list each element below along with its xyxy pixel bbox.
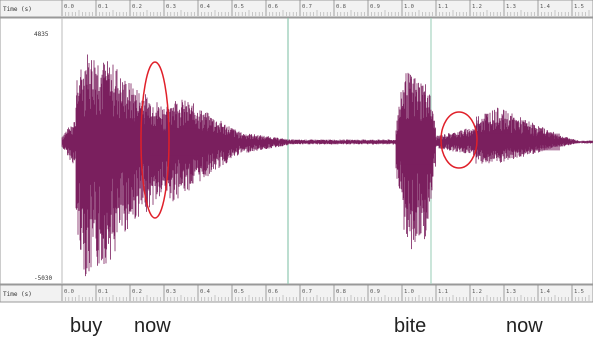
top-ruler-tick-label: 0.5: [234, 4, 244, 10]
bottom-ruler-tick-label: 0.0: [64, 289, 74, 295]
top-ruler-tick-label: 0.2: [132, 4, 142, 10]
top-ruler-tick-label: 0.1: [98, 4, 108, 10]
bottom-ruler-tick-label: 0.2: [132, 289, 142, 295]
bottom-ruler-tick-label: 0.9: [370, 289, 380, 295]
top-ruler-tick-label: 0.6: [268, 4, 278, 10]
bottom-ruler-tick-label: 1.3: [506, 289, 516, 295]
top-ruler-tick-label: 1.1: [438, 4, 448, 10]
bottom-ruler-tick-label: 0.3: [166, 289, 176, 295]
waveform-core-1: [78, 118, 150, 166]
bottom-ruler-tick-label: 1.2: [472, 289, 482, 295]
waveform-core-4: [476, 133, 560, 151]
bottom-ruler-tick-label: 0.1: [98, 289, 108, 295]
bottom-ruler-tick-label: 1.1: [438, 289, 448, 295]
top-ruler-ticks: 0.0 0.1 0.2 0.3 0.4 0.5 0.6 0.7 0.8 0.9 1.0 1.1 1.2 1…: [61, 0, 590, 16]
top-ruler-tick-label: 0.4: [200, 4, 211, 10]
top-ruler-tick-label: 0.8: [336, 4, 346, 10]
bottom-ruler-tick-label: 0.5: [234, 289, 244, 295]
top-ruler-tick-label: 1.3: [506, 4, 516, 10]
bottom-ruler-tick-label: 0.8: [336, 289, 346, 295]
amplitude-min-label: -5030: [34, 275, 52, 282]
annotation-ellipse-2: [440, 111, 478, 169]
bottom-ruler-caption: Time (s): [3, 291, 32, 298]
top-ruler-tick-label: 0.3: [166, 4, 176, 10]
bottom-ruler-tick-label: 0.7: [302, 289, 312, 295]
bottom-ruler-ticks: 0.0 0.1 0.2 0.3 0.4 0.5 0.6 0.7 0.8 0.9 1.0 1.1 1.2 1…: [61, 285, 590, 301]
top-ruler-tick-label: 1.4: [540, 4, 551, 10]
word-label-now-2: now: [506, 315, 543, 337]
word-label-buy: buy: [70, 315, 103, 337]
top-time-ruler: [0, 0, 593, 18]
top-ruler-tick-label: 1.5: [574, 4, 584, 10]
top-ruler-tick-label: 1.2: [472, 4, 482, 10]
bottom-ruler-tick-label: 0.4: [200, 289, 211, 295]
top-ruler-tick-label: 1.0: [404, 4, 414, 10]
bottom-ruler-tick-label: 1.4: [540, 289, 551, 295]
waveform-core-3: [398, 119, 432, 165]
annotation-ellipse-1: [140, 61, 170, 219]
bottom-time-ruler: [0, 284, 593, 303]
amplitude-max-label: 4835: [34, 31, 49, 38]
bottom-ruler-tick-label: 1.5: [574, 289, 584, 295]
word-label-now-1: now: [134, 315, 171, 337]
bottom-ruler-tick-label: 1.0: [404, 289, 414, 295]
word-label-bite: bite: [394, 315, 427, 337]
top-ruler-tick-label: 0.7: [302, 4, 312, 10]
waveform: [61, 54, 593, 277]
bottom-ruler-tick-label: 0.6: [268, 289, 278, 295]
top-ruler-tick-label: 0.9: [370, 4, 380, 10]
waveform-core-2: [150, 128, 210, 156]
top-ruler-tick-label: 0.0: [64, 4, 74, 10]
top-ruler-caption: Time (s): [3, 6, 32, 13]
